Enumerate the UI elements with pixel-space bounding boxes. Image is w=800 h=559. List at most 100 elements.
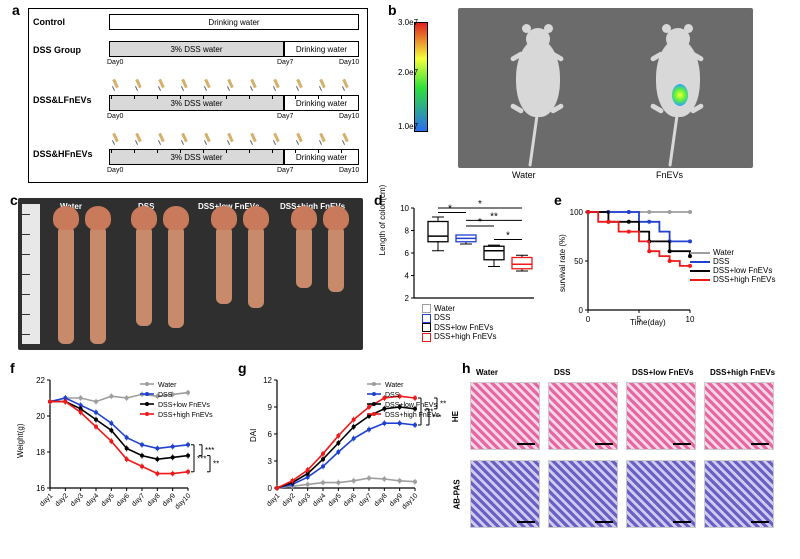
svg-text:DSS: DSS bbox=[385, 392, 400, 399]
svg-text:*: * bbox=[478, 217, 482, 228]
day0c: Day0 bbox=[107, 167, 123, 174]
syringe-icon bbox=[272, 79, 281, 92]
day7c: Day7 bbox=[277, 167, 293, 174]
panel-g-dai: 036912day1day2day3day4day5day6day7day8da… bbox=[245, 368, 455, 538]
svg-text:DSS+low FnEVs: DSS+low FnEVs bbox=[158, 402, 210, 409]
svg-text:22: 22 bbox=[36, 376, 45, 385]
colon-sample bbox=[328, 226, 344, 292]
legend-item: DSS+low FnEVs bbox=[690, 266, 775, 275]
svg-text:6: 6 bbox=[405, 249, 410, 258]
cb-tick-2: 2.0e7 bbox=[398, 68, 418, 77]
svg-text:day5: day5 bbox=[100, 492, 116, 508]
cb-tick-3: 1.0e7 bbox=[398, 122, 418, 131]
h-col-label: DSS+low FnEVs bbox=[632, 368, 694, 377]
g-ylabel: DAI bbox=[249, 429, 258, 442]
svg-text:**: ** bbox=[440, 399, 446, 408]
group-dss: DSS Group bbox=[33, 45, 81, 55]
svg-text:day1: day1 bbox=[39, 492, 55, 508]
legend-item: DSS bbox=[690, 257, 775, 266]
group-lf: DSS&LFnEVs bbox=[33, 95, 92, 105]
svg-text:18: 18 bbox=[36, 448, 45, 457]
svg-text:day10: day10 bbox=[401, 492, 420, 511]
syringe-icon bbox=[295, 79, 304, 92]
syringe-icon bbox=[249, 79, 258, 92]
syringe-icon bbox=[134, 133, 143, 146]
svg-text:6: 6 bbox=[268, 430, 273, 439]
colon-sample bbox=[58, 226, 74, 344]
svg-text:10: 10 bbox=[400, 204, 409, 213]
colorbar bbox=[414, 22, 428, 132]
panel-d-boxplot: Length of colon(cm) 246810****** WaterDS… bbox=[382, 198, 542, 348]
histology-tile bbox=[626, 460, 696, 528]
svg-text:3: 3 bbox=[268, 457, 273, 466]
histology-tile bbox=[470, 460, 540, 528]
syringe-icon bbox=[157, 133, 166, 146]
panel-h-histology: HE AB-PAS WaterDSSDSS+low FnEVsDSS+high … bbox=[470, 368, 788, 538]
syringe-icon bbox=[318, 133, 327, 146]
bar-dss2: 3% DSS water bbox=[109, 95, 284, 111]
svg-text:8: 8 bbox=[405, 227, 410, 236]
colon-sample bbox=[216, 226, 232, 304]
panel-b-label: b bbox=[388, 2, 397, 18]
syringe-icon bbox=[341, 133, 350, 146]
mouse-fnevs bbox=[628, 14, 728, 154]
h-col-label: DSS bbox=[554, 368, 570, 377]
syringe-icon bbox=[272, 133, 281, 146]
svg-text:day4: day4 bbox=[85, 492, 101, 508]
svg-text:day7: day7 bbox=[358, 492, 374, 508]
syringe-icon bbox=[318, 79, 327, 92]
colon-sample bbox=[168, 226, 184, 328]
day0a: Day0 bbox=[107, 59, 123, 66]
h-col-label: DSS+high FnEVs bbox=[710, 368, 775, 377]
syringe-icon bbox=[226, 133, 235, 146]
svg-text:day3: day3 bbox=[296, 492, 312, 508]
colon-sample bbox=[296, 226, 312, 288]
histology-tile bbox=[704, 382, 774, 450]
panel-c-label: c bbox=[10, 192, 18, 208]
svg-text:10: 10 bbox=[686, 315, 695, 324]
svg-text:DSS+low FnEVs: DSS+low FnEVs bbox=[385, 402, 437, 409]
histology-tile bbox=[704, 460, 774, 528]
h-row-he: HE bbox=[451, 411, 460, 422]
svg-text:day3: day3 bbox=[69, 492, 85, 508]
panel-a-design: Control Drinking water DSS Group 3% DSS … bbox=[28, 8, 368, 183]
day10a: Day10 bbox=[339, 59, 359, 66]
svg-text:day6: day6 bbox=[115, 492, 131, 508]
svg-text:*: * bbox=[478, 199, 482, 210]
syringe-icon bbox=[180, 133, 189, 146]
svg-text:day8: day8 bbox=[146, 492, 162, 508]
bar-dss: 3% DSS water bbox=[109, 41, 284, 57]
syringe-icon bbox=[111, 79, 120, 92]
legend-item: DSS+high FnEVs bbox=[422, 332, 496, 341]
colon-sample bbox=[90, 226, 106, 344]
svg-text:DSS+high FnEVs: DSS+high FnEVs bbox=[158, 412, 213, 419]
panel-a-label: a bbox=[12, 2, 20, 18]
group-hf: DSS&HFnEVs bbox=[33, 149, 93, 159]
colon-sample bbox=[136, 226, 152, 326]
svg-text:day1: day1 bbox=[266, 492, 282, 508]
svg-text:**: ** bbox=[490, 211, 498, 222]
svg-text:DSS: DSS bbox=[158, 392, 173, 399]
panel-e-survival: 0501000510 survival rate (%) Time(day) W… bbox=[560, 198, 780, 348]
legend-item: Water bbox=[690, 248, 775, 257]
svg-text:day8: day8 bbox=[373, 492, 389, 508]
svg-text:day4: day4 bbox=[312, 492, 328, 508]
d-legend: WaterDSSDSS+low FnEVsDSS+high FnEVs bbox=[422, 304, 496, 342]
h-row-abpas: AB-PAS bbox=[453, 479, 462, 509]
syringe-icon bbox=[157, 79, 166, 92]
svg-text:day2: day2 bbox=[54, 492, 70, 508]
svg-text:***: *** bbox=[205, 446, 214, 455]
colon-sample bbox=[248, 226, 264, 308]
h-col-label: Water bbox=[476, 368, 498, 377]
svg-text:day10: day10 bbox=[174, 492, 193, 511]
svg-text:100: 100 bbox=[570, 208, 584, 217]
svg-text:day7: day7 bbox=[131, 492, 147, 508]
svg-text:*: * bbox=[506, 231, 510, 242]
svg-text:2: 2 bbox=[405, 294, 410, 303]
bar-water: Drinking water bbox=[109, 14, 359, 30]
svg-text:DSS+high FnEVs: DSS+high FnEVs bbox=[385, 412, 440, 419]
svg-text:*: * bbox=[448, 204, 452, 215]
svg-text:9: 9 bbox=[268, 403, 273, 412]
e-ylabel: survival rate (%) bbox=[558, 234, 567, 292]
legend-item: DSS bbox=[422, 313, 496, 322]
